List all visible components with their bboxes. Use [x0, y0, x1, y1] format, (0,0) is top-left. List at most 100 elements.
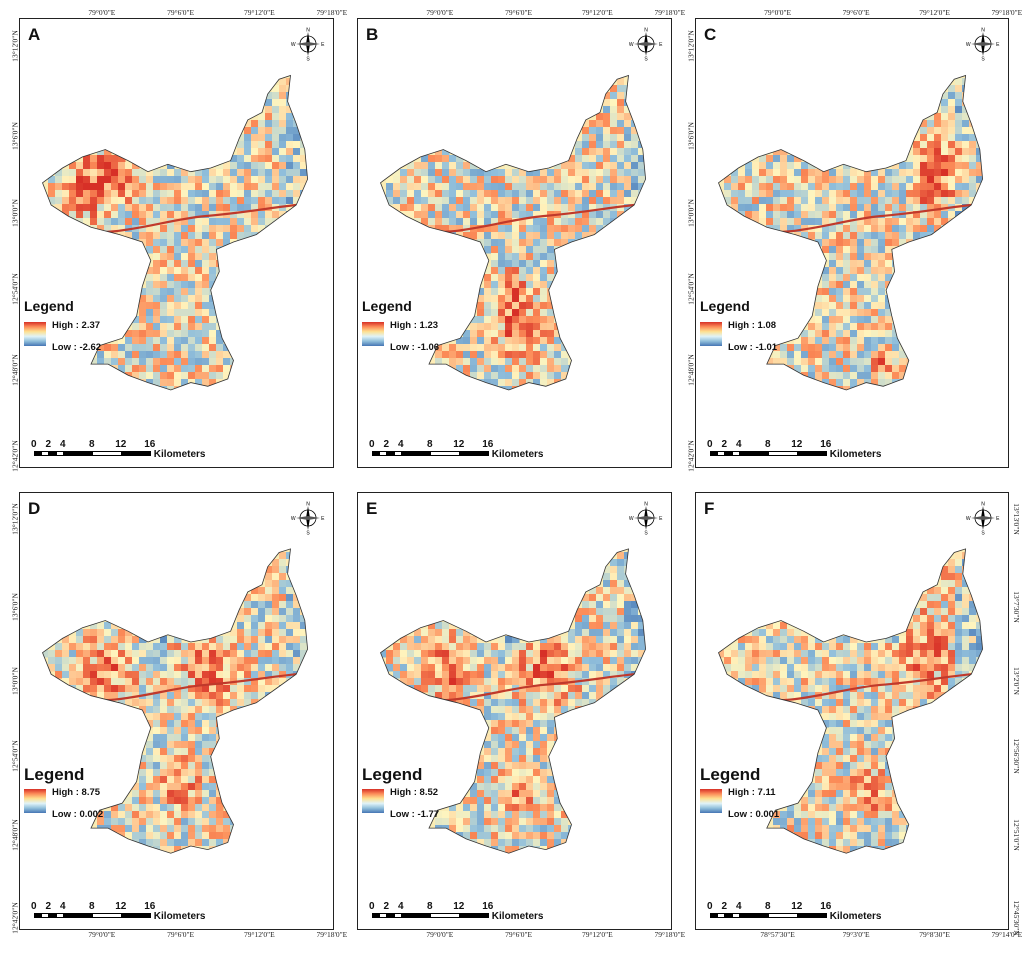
map-panel-b: B N S W E Legend High : 1.23 Low : -1.06 0 2 4 8 12 1… [357, 9, 685, 469]
scale-number: 2 [45, 901, 52, 912]
scale-number: 8 [427, 901, 433, 912]
scale-number: 4 [60, 901, 66, 912]
right-coordinate-label: 12°56'30"N [1011, 738, 1021, 774]
scale-number: 12 [791, 901, 803, 912]
right-coordinate-label: 13°2'0"N [1011, 667, 1021, 696]
right-coordinate-label: 13°7'30"N [1011, 591, 1021, 623]
scale-segment [400, 451, 431, 456]
scale-number: 0 [369, 901, 375, 912]
bottom-coordinate-label: 79°0'0"E [88, 930, 116, 939]
compass-w-label: W [629, 516, 634, 522]
north-arrow-icon: N S W E [966, 27, 1000, 63]
legend-high-value: High : 8.52 [390, 786, 439, 798]
top-coordinate-label: 79°12'0"E [244, 8, 275, 17]
bottom-coordinate-label: 79°14'0"E [991, 930, 1023, 939]
scale-segment [120, 913, 151, 918]
scale-segment [62, 913, 93, 918]
scale-segment [738, 451, 769, 456]
legend-low-value: Low : -1.01 [728, 342, 778, 353]
left-coordinate-label: 12°42'0"N [10, 439, 20, 472]
compass-e-label: E [321, 516, 325, 522]
left-coordinate-label: 13°12'0"N [686, 30, 696, 62]
scale-number: 12 [453, 439, 465, 450]
legend-color-ramp [24, 322, 46, 346]
bottom-coordinate-label: 79°18'0"E [654, 930, 686, 939]
scale-number: 16 [482, 439, 494, 450]
scale-segment [767, 913, 798, 918]
legend-high-value: High : 1.23 [390, 320, 439, 331]
legend-title: Legend [362, 298, 412, 314]
left-coordinate-label: 12°54'0"N [10, 273, 20, 305]
scale-number: 0 [707, 439, 713, 450]
left-coordinate-label: 13°0'0"N [686, 198, 696, 227]
north-arrow-icon: N S W E [291, 27, 325, 63]
scale-number: 2 [383, 901, 390, 912]
scale-number: 8 [427, 439, 433, 450]
scale-segment [458, 451, 489, 456]
bottom-coordinate-label: 79°18'0"E [316, 930, 348, 939]
left-coordinate-label: 12°54'0"N [686, 273, 696, 305]
scale-number: 2 [45, 439, 52, 450]
legend-color-ramp [24, 788, 46, 813]
legend-color-ramp [362, 322, 384, 346]
scale-unit: Kilometers [153, 449, 206, 460]
left-coordinate-label: 12°54'0"N [10, 740, 20, 772]
scale-unit: Kilometers [491, 911, 544, 922]
compass-n-label: N [981, 28, 985, 34]
north-arrow-icon: N S W E [291, 501, 325, 537]
scale-bar: 0 2 4 8 12 16 Kilometers [366, 901, 556, 931]
legend-low-value: Low : -1.06 [390, 342, 440, 353]
legend-color-ramp [700, 788, 722, 813]
compass-n-label: N [306, 502, 310, 508]
scale-segment [738, 913, 769, 918]
bottom-coordinate-label: 79°6'0"E [505, 930, 533, 939]
top-coordinate-label: 79°0'0"E [88, 8, 116, 17]
scale-bar: 0 2 4 8 12 16 Kilometers [704, 439, 894, 469]
scale-number: 4 [60, 439, 66, 450]
scale-number: 2 [383, 439, 390, 450]
scale-number: 8 [765, 439, 771, 450]
map-panel-f: F N S W E Legend High : 7.11 Low : 0.001 0 2 4 8 12 1… [695, 492, 1022, 938]
legend-high-value: High : 8.75 [52, 786, 101, 798]
bottom-coordinate-label: 79°6'0"E [167, 930, 195, 939]
left-coordinate-label: 12°48'0"N [686, 354, 696, 386]
scale-segment [91, 451, 122, 456]
panel-letter: E [366, 499, 378, 518]
compass-s-label: S [644, 57, 648, 62]
scale-segment [400, 913, 431, 918]
legend-low-value: Low : -2.62 [52, 342, 102, 353]
compass-e-label: E [996, 516, 1000, 522]
compass-w-label: W [629, 42, 634, 48]
left-coordinate-label: 13°0'0"N [10, 198, 20, 227]
scale-bar: 0 2 4 8 12 16 Kilometers [366, 439, 556, 469]
compass-s-label: S [306, 531, 310, 536]
district-map [718, 74, 984, 391]
compass-w-label: W [291, 516, 296, 522]
right-coordinate-label: 13°13'0"N [1011, 503, 1021, 536]
scale-unit: Kilometers [829, 911, 882, 922]
scale-segment [796, 913, 827, 918]
legend-title: Legend [362, 764, 423, 784]
scale-segment [91, 913, 122, 918]
compass-w-label: W [291, 42, 296, 48]
top-coordinate-label: 79°18'0"E [991, 8, 1023, 17]
left-coordinate-label: 13°12'0"N [10, 503, 20, 536]
district-map [380, 74, 647, 391]
legend-title: Legend [700, 298, 750, 314]
compass-s-label: S [981, 531, 985, 536]
scale-segment [120, 451, 151, 456]
map-panel-e: E N S W E Legend High : 8.52 Low : -1.77 0 2 4 8 12 1… [357, 492, 685, 938]
bottom-coordinate-label: 78°57'30"E [760, 930, 795, 939]
scale-number: 12 [453, 901, 465, 912]
top-coordinate-label: 79°12'0"E [919, 8, 950, 17]
scale-number: 4 [398, 439, 404, 450]
map-panel-c: C N S W E Legend High : 1.08 Low : -1.01 0 2 4 8 12 1… [686, 9, 1022, 471]
district-map [718, 548, 984, 854]
scale-bar: 0 2 4 8 12 16 Kilometers [704, 901, 894, 931]
legend-high-value: High : 7.11 [728, 786, 776, 798]
scale-number: 12 [791, 439, 803, 450]
scale-segment [429, 451, 460, 456]
scale-number: 8 [765, 901, 771, 912]
panel-letter: D [28, 499, 41, 518]
top-coordinate-label: 79°18'0"E [654, 8, 686, 17]
